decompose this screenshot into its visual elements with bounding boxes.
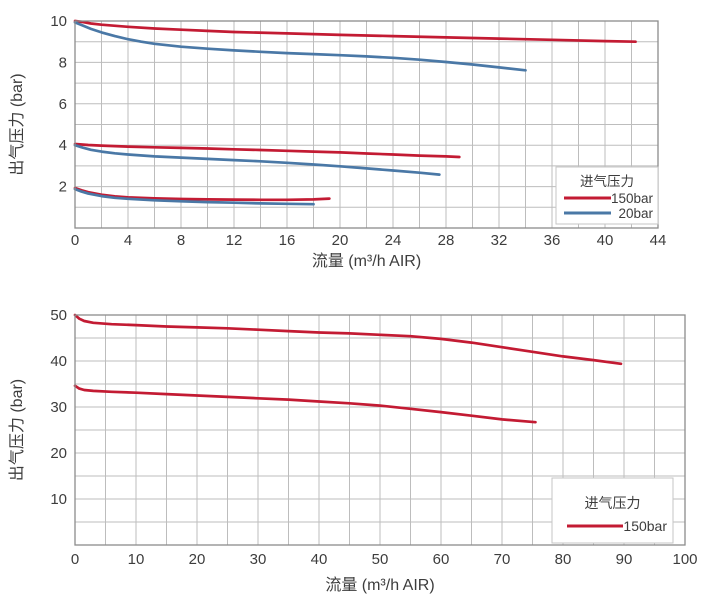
x-tick-label: 70 (494, 551, 511, 568)
x-tick-label: 12 (226, 232, 243, 249)
x-tick-label: 10 (128, 551, 145, 568)
y-tick-label: 6 (59, 96, 67, 113)
x-tick-label: 40 (311, 551, 328, 568)
y-tick-label: 20 (50, 445, 67, 462)
series-curve-20bar (73, 21, 527, 72)
x-tick-label: 100 (672, 551, 697, 568)
y-tick-label: 8 (59, 54, 67, 71)
x-tick-label: 20 (189, 551, 206, 568)
legend-label: 150bar (623, 518, 667, 534)
x-tick-label: 16 (279, 232, 296, 249)
x-tick-label: 24 (385, 232, 402, 249)
x-tick-label: 32 (491, 232, 508, 249)
bottom-pressure-flow-chart: 0 10 20 30 40 50 60 70 80 90 100 10 20 30 40 50 流量 (m³/h… (8, 307, 698, 594)
x-tick-label: 30 (250, 551, 267, 568)
y-tick-label: 10 (50, 13, 67, 30)
legend-box (551, 477, 674, 544)
grid (75, 315, 685, 545)
y-tick-label: 50 (50, 307, 67, 324)
legend-label: 20bar (618, 206, 653, 221)
series-curve-150bar (73, 142, 461, 159)
x-axis-title: 流量 (m³/h AIR) (325, 576, 434, 594)
y-tick-label: 2 (59, 179, 67, 196)
y-tick-label: 10 (50, 491, 67, 508)
y-tick-label: 40 (50, 353, 67, 370)
legend: 进气压力 150bar (551, 477, 674, 544)
legend-title: 进气压力 (585, 495, 641, 511)
x-tick-label: 4 (124, 232, 132, 249)
x-tick-label: 60 (433, 551, 450, 568)
series-curve-150bar (73, 384, 537, 424)
x-tick-label: 8 (177, 232, 185, 249)
series-curve-20bar (73, 187, 315, 206)
x-tick-label: 90 (616, 551, 633, 568)
plot-border (74, 20, 659, 229)
plot-border (74, 314, 686, 546)
x-tick-label: 40 (597, 232, 614, 249)
legend-title: 进气压力 (580, 174, 634, 189)
x-tick-label: 50 (372, 551, 389, 568)
y-tick-label: 4 (59, 137, 67, 154)
x-tick-label: 28 (438, 232, 455, 249)
series-curve-150bar (73, 313, 623, 366)
y-axis-title: 出气压力 (bar) (8, 73, 26, 175)
y-axis-title: 出气压力 (bar) (8, 379, 26, 481)
y-tick-label: 30 (50, 399, 67, 416)
x-tick-label: 80 (555, 551, 572, 568)
x-tick-label: 20 (332, 232, 349, 249)
x-tick-label: 44 (650, 232, 667, 249)
x-tick-label: 0 (71, 232, 79, 249)
series-curve-150bar (73, 19, 637, 44)
legend-label: 150bar (611, 191, 654, 206)
series-curve-150bar (73, 186, 331, 202)
series-curve-20bar (73, 143, 441, 176)
x-axis-title: 流量 (m³/h AIR) (312, 252, 421, 270)
x-tick-label: 0 (71, 551, 79, 568)
x-tick-label: 36 (544, 232, 561, 249)
